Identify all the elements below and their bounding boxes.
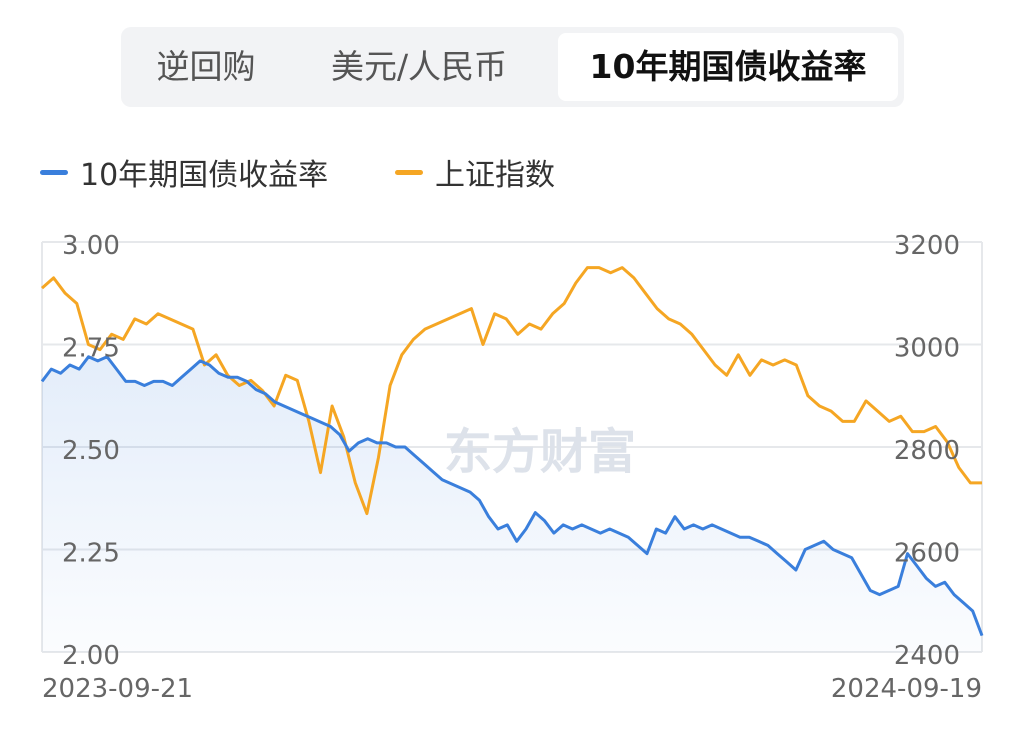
yield-area-fill: [42, 356, 982, 652]
legend-swatch-index: [395, 169, 423, 175]
y-left-tick-label: 3.00: [62, 231, 120, 261]
legend-item-index[interactable]: 上证指数: [395, 150, 555, 194]
legend-label-yield: 10年期国债收益率: [80, 158, 329, 193]
y-left-tick-label: 2.50: [62, 436, 120, 466]
legend-item-yield[interactable]: 10年期国债收益率: [40, 150, 328, 194]
tab-10y-bond-yield[interactable]: 10年期国债收益率: [558, 33, 898, 101]
watermark-text: 东方财富: [444, 424, 636, 480]
legend-label-index: 上证指数: [435, 158, 555, 193]
y-right-tick-label: 2400: [894, 641, 960, 671]
y-right-tick-label: 2800: [894, 436, 960, 466]
y-right-tick-label: 3200: [894, 231, 960, 261]
line-chart: 东方财富 3.00 3200 2.75 3000 2.50 2800 2.25 2600 2.0…: [40, 231, 984, 704]
series-line-10y-yield: [40, 355, 984, 637]
y-right-tick-label: 3000: [894, 334, 960, 364]
y-left-tick-label: 2.00: [62, 641, 120, 671]
series-line-shanghai-index: [41, 266, 982, 516]
y-left-tick-label: 2.25: [62, 539, 120, 569]
tab-reverse-repo[interactable]: 逆回购: [156, 47, 256, 86]
y-right-tick-label: 2600: [894, 539, 960, 569]
x-tick-label-end: 2024-09-19: [831, 674, 982, 704]
tab-usd-cny[interactable]: 美元/人民币: [330, 47, 508, 86]
tab-bar: 逆回购 美元/人民币 10年期国债收益率: [121, 27, 904, 107]
legend-swatch-yield: [40, 169, 68, 175]
y-left-tick-label: 2.75: [62, 334, 120, 364]
x-tick-label-start: 2023-09-21: [42, 674, 193, 704]
